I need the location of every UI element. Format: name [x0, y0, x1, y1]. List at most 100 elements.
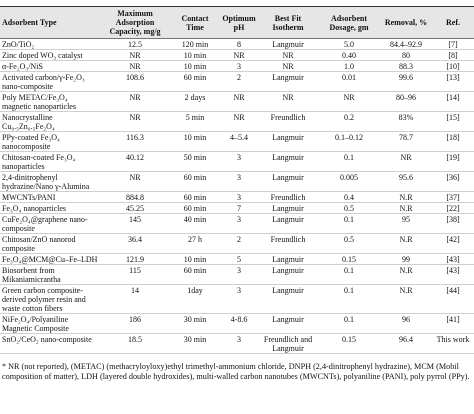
table-cell: 0.4	[318, 191, 380, 203]
table-cell: 96	[380, 313, 432, 334]
table-cell: NR	[318, 91, 380, 112]
table-cell: 108.6	[100, 71, 170, 92]
table-cell: 45.25	[100, 202, 170, 214]
table-cell: Poly METAC/Fe₃O₄ magnetic nanoparticles	[0, 91, 100, 112]
table-cell: 120 min	[170, 38, 220, 50]
table-cell: 0.1	[318, 264, 380, 285]
table-cell: NR	[258, 60, 318, 72]
table-cell: [43]	[432, 253, 474, 265]
table-cell: 3	[220, 60, 258, 72]
table-cell: 36.4	[100, 233, 170, 254]
table-cell: 7	[220, 202, 258, 214]
table-cell: 14	[100, 284, 170, 314]
table-cell: 3	[220, 213, 258, 234]
table-cell: [22]	[432, 202, 474, 214]
table-row: SnO₂/CeO₂ nano-composite 18.5 30 min 3 Freun…	[0, 333, 474, 354]
table-row: PPy-coated Fe₃O₄ nanocomposite 116.3 10 mi…	[0, 131, 474, 152]
table-cell: Fe₃O₄ nanoparticles	[0, 202, 100, 214]
table-cell: Langmuir	[258, 38, 318, 50]
table-cell: NR	[220, 91, 258, 112]
table-cell: 99	[380, 253, 432, 265]
table-cell: 3	[220, 171, 258, 192]
table-cell: 5.0	[318, 38, 380, 50]
table-row: ZnO/TiO₂ 12.5 120 min 8 Langmuir 5.0 84.4–92.9…	[0, 38, 474, 50]
table-cell: 1day	[170, 284, 220, 314]
table-cell: N.R	[380, 233, 432, 254]
table-cell: This work	[432, 333, 474, 354]
table-cell: 0.15	[318, 253, 380, 265]
table-cell: 0.01	[318, 71, 380, 92]
table-cell: NR	[258, 49, 318, 61]
table-cell: 10 min	[170, 253, 220, 265]
table-cell: 95.6	[380, 171, 432, 192]
table-cell: 0.1	[318, 284, 380, 314]
column-header: Optimum pH	[220, 6, 258, 39]
table-cell: N.R	[380, 191, 432, 203]
column-header: Adsorbent Type	[0, 6, 100, 39]
table-cell: Langmuir	[258, 284, 318, 314]
table-cell: 0.5	[318, 202, 380, 214]
table-cell: 30 min	[170, 333, 220, 354]
table-body: ZnO/TiO₂ 12.5 120 min 8 Langmuir 5.0 84.4–92.9…	[0, 38, 474, 354]
table-cell: [18]	[432, 131, 474, 152]
table-cell: Freundlich and Langmuir	[258, 333, 318, 354]
table-cell: NR	[220, 111, 258, 132]
table-row: Biosorbent from Mikaniamicrantha 115 60 mi…	[0, 264, 474, 285]
table-cell: Chitosan/ZnO nanorod composite	[0, 233, 100, 254]
table-cell: Activated carbon/γ-Fe₂O₃ nano-composite	[0, 71, 100, 92]
table-cell: 115	[100, 264, 170, 285]
header-row: Adsorbent Type Maximum Adsorption Capacit…	[0, 6, 474, 39]
table-cell: Langmuir	[258, 202, 318, 214]
table-row: 2,4-dinitrophenyl hydrazine/Nano γ-Alumi…	[0, 171, 474, 192]
column-header: Maximum Adsorption Capacity, mg/g	[100, 6, 170, 39]
table-cell: 10 min	[170, 131, 220, 152]
table-row: Chitosan-coated Fe₃O₄ nanoparticles 40.12…	[0, 151, 474, 172]
table-cell: 96.4	[380, 333, 432, 354]
table-cell: [42]	[432, 233, 474, 254]
table-cell: 5	[220, 253, 258, 265]
table-cell: 4–5.4	[220, 131, 258, 152]
table-cell: [15]	[432, 111, 474, 132]
table-row: MWCNTs/PANI 884.8 60 min 3 Freundlich 0.4 N.R[…	[0, 191, 474, 203]
table-cell: Langmuir	[258, 313, 318, 334]
table-row: CuFe₂O₄@graphene nano-composite 145 40 min…	[0, 213, 474, 234]
table-cell: 116.3	[100, 131, 170, 152]
table-cell: 5 min	[170, 111, 220, 132]
column-header: Removal, %	[380, 6, 432, 39]
table-cell: 0.15	[318, 333, 380, 354]
table-cell: Langmuir	[258, 171, 318, 192]
table-cell: 2	[220, 71, 258, 92]
table-cell: 0.005	[318, 171, 380, 192]
table-cell: N.R	[380, 264, 432, 285]
table-cell: 18.5	[100, 333, 170, 354]
table-cell: [41]	[432, 313, 474, 334]
table-cell: 60 min	[170, 202, 220, 214]
table-cell: 40.12	[100, 151, 170, 172]
table-cell: 0.2	[318, 111, 380, 132]
column-header: Best Fit Isotherm	[258, 6, 318, 39]
column-header: Ref.	[432, 6, 474, 39]
table-row: Fe₃O₄@MCM@Cu–Fe–LDH 121.9 10 min 5 Langmuir 0…	[0, 253, 474, 265]
table-cell: 3	[220, 264, 258, 285]
table-cell: [8]	[432, 49, 474, 61]
table-cell: 2,4-dinitrophenyl hydrazine/Nano γ-Alumi…	[0, 171, 100, 192]
column-header: Contact Time	[170, 6, 220, 39]
table-cell: Langmuir	[258, 253, 318, 265]
table-cell: 27 h	[170, 233, 220, 254]
table-cell: α-Fe₂O₃/NiS	[0, 60, 100, 72]
table-row: Green carbon composite-derived polymer r…	[0, 284, 474, 314]
table-cell: CuFe₂O₄@graphene nano-composite	[0, 213, 100, 234]
table-row: α-Fe₂O₃/NiS NR 10 min 3 NR 1.0 88.3 [10]	[0, 60, 474, 72]
footnote: * NR (not reported), (METAC) (methacrylo…	[2, 362, 470, 381]
table-cell: N.R	[380, 284, 432, 314]
table-cell: 30 min	[170, 313, 220, 334]
table-cell: [10]	[432, 60, 474, 72]
table-cell: NR	[100, 49, 170, 61]
table-cell: [38]	[432, 213, 474, 234]
table-cell: 3	[220, 191, 258, 203]
table-row: NiFe₂O₄/Polyaniline Magnetic Composite 18…	[0, 313, 474, 334]
table-cell: [19]	[432, 151, 474, 172]
table-cell: Freundlich	[258, 233, 318, 254]
table-cell: 8	[220, 38, 258, 50]
table-cell: 0.1	[318, 151, 380, 172]
